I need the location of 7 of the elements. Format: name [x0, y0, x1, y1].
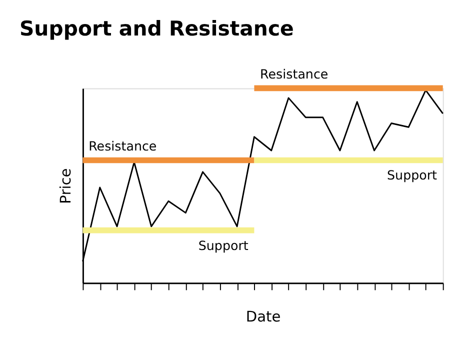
chart-title: Support and Resistance — [19, 16, 294, 41]
x-axis-title: Date — [246, 308, 281, 326]
y-axis-title: Price — [58, 168, 75, 204]
series-label: Resistance — [88, 138, 157, 154]
series-label: Resistance — [260, 66, 328, 82]
series-label: Support — [198, 238, 248, 253]
series-label: Support — [387, 168, 438, 183]
